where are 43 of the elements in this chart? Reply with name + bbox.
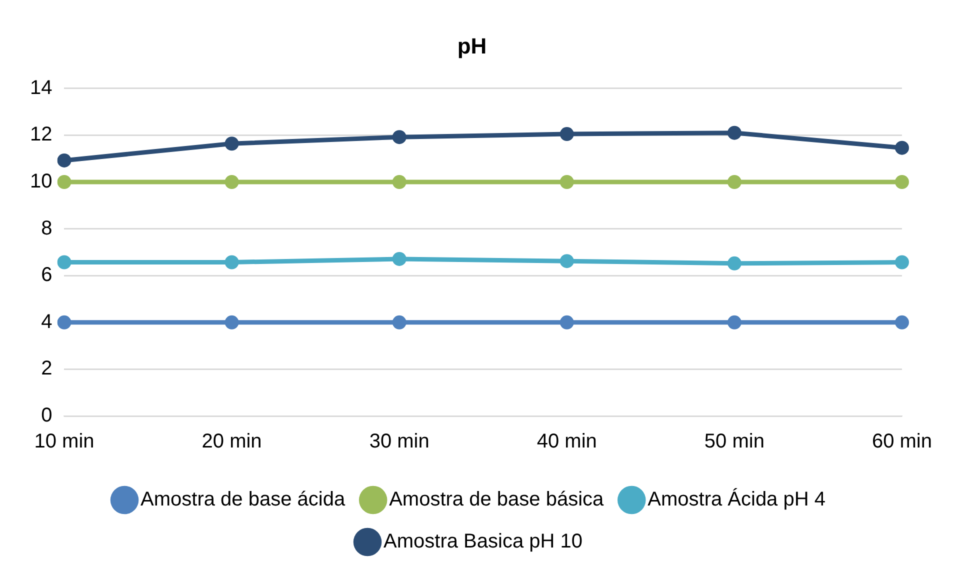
y-tick-label: 10 [30, 170, 52, 193]
y-tick-label: 12 [30, 124, 52, 146]
point [560, 315, 574, 330]
point [392, 130, 406, 144]
point [224, 255, 239, 270]
point [560, 254, 574, 268]
point [727, 315, 742, 330]
legend-label: Amostra Ácida pH 4 [648, 488, 826, 511]
point [57, 255, 72, 270]
x-tick-label: 20 min [202, 430, 262, 453]
y-tick-label: 0 [41, 404, 52, 427]
point [560, 175, 574, 189]
point [392, 252, 406, 266]
point [560, 127, 574, 142]
point [57, 175, 72, 189]
point [57, 153, 72, 168]
legend-label: Amostra de base básica [389, 488, 605, 511]
chart-title: pH [457, 33, 487, 58]
legend-label: Amostra de base ácida [140, 488, 346, 511]
point [727, 126, 742, 140]
y-tick-label: 14 [30, 76, 52, 99]
point [894, 140, 909, 155]
point [727, 256, 742, 270]
x-tick-label: 10 min [34, 430, 94, 453]
x-tick-label: 40 min [536, 430, 597, 453]
point [894, 255, 909, 270]
point [224, 175, 239, 189]
x-tick-label: 60 min [872, 430, 932, 453]
legend-label: Amostra Basica pH 10 [384, 530, 582, 553]
point [727, 175, 742, 189]
y-tick-label: 6 [41, 264, 52, 286]
y-tick-label: 8 [41, 217, 52, 240]
y-tick-label: 4 [41, 310, 52, 333]
point [894, 175, 909, 189]
x-tick-label: 50 min [704, 430, 764, 453]
y-tick-label: 2 [41, 358, 52, 380]
x-tick-label: 30 min [369, 430, 430, 453]
point [224, 315, 239, 330]
point [392, 315, 406, 330]
point [57, 315, 72, 330]
point [224, 136, 239, 151]
point [894, 315, 909, 330]
point [392, 175, 406, 189]
